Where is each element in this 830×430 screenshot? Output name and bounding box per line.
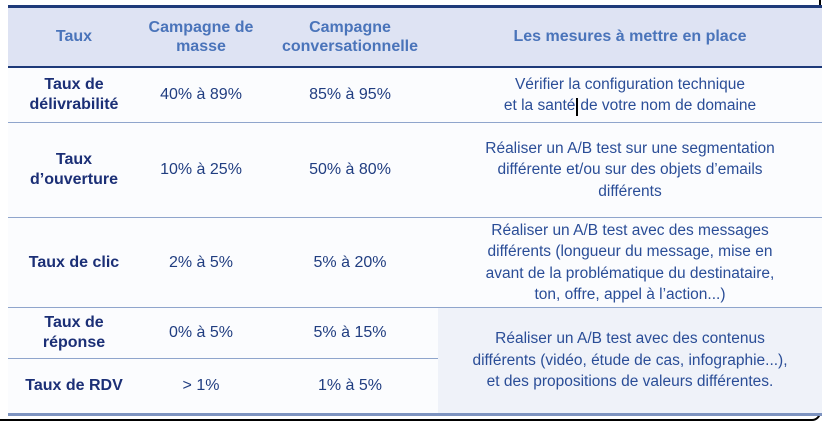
mesure-line: Réaliser un A/B test avec des messages: [491, 222, 769, 239]
mesure-line-with-caret: et la santé de votre nom de domaine: [504, 95, 756, 116]
mesure-line: différents (vidéo, étude de cas, infogra…: [472, 351, 788, 369]
mesure-line: ton, offre, appel à l’action...): [534, 286, 726, 304]
row-label: Taux de délivrabilité: [29, 76, 119, 113]
mesure-line: différents (longueur du message, mise en: [487, 243, 773, 261]
table-row-clic: Taux de clic 2% à 5% 5% à 20% Réaliser u…: [8, 218, 822, 308]
row-label: Taux de réponse: [8, 308, 140, 359]
conversationnelle-value: 1% à 5%: [317, 377, 383, 394]
mesure-text-before-caret: et la santé: [503, 97, 576, 114]
conversationnelle-value: 50% à 80%: [309, 161, 391, 178]
masse-value: 2% à 5%: [168, 253, 234, 271]
merged-mesure-cell: Réaliser un A/B test avec des contenus d…: [438, 308, 822, 413]
mesure-line: et des propositions de valeurs différent…: [486, 373, 774, 391]
masse-value: 0% à 5%: [140, 308, 262, 359]
mesure-line: différents: [598, 182, 662, 200]
mesure-cell: Réaliser un A/B test sur une segmentatio…: [438, 123, 822, 217]
table-rows-reponse-rdv: Taux de réponse 0% à 5% 5% à 15% Réalise…: [8, 308, 822, 416]
mesure-line: avant de la problématique du destinatair…: [485, 264, 775, 282]
conversationnelle-value: 85% à 95%: [309, 86, 391, 103]
header-cell-mesures: Les mesures à mettre en place: [513, 28, 747, 46]
mesure-line: différente et/ou sur des objets d’emails: [497, 161, 763, 179]
mesure-line: Réaliser un A/B test avec des contenus: [495, 330, 765, 348]
table-row-ouverture: Taux d’ouverture 10% à 25% 50% à 80% Réa…: [8, 123, 822, 218]
masse-value: 10% à 25%: [160, 161, 242, 178]
mesure-text-after-caret: de votre nom de domaine: [580, 97, 757, 114]
row-label: Taux d’ouverture: [29, 151, 118, 188]
header-cell-campagne-masse: Campagne de masse: [148, 18, 254, 55]
table-header-row: Taux Campagne de masse Campagne conversa…: [8, 5, 822, 68]
header-cell-taux: Taux: [55, 28, 93, 46]
mesure-cell: Réaliser un A/B test avec des messages d…: [438, 218, 822, 308]
mesure-line: Réaliser un A/B test sur une segmentatio…: [485, 139, 775, 157]
conversationnelle-value: 5% à 20%: [313, 253, 387, 271]
row-label: Taux de clic: [28, 253, 120, 271]
metrics-table: Taux Campagne de masse Campagne conversa…: [8, 5, 822, 416]
mesure-line: Vérifier la configuration technique: [514, 75, 746, 93]
row-label: Taux de RDV: [25, 377, 123, 394]
mesure-cell: Vérifier la configuration technique et l…: [438, 68, 822, 122]
conversationnelle-value: 5% à 15%: [262, 308, 438, 359]
text-caret[interactable]: [576, 98, 579, 116]
header-cell-campagne-conversationnelle: Campagne conversationnelle: [281, 18, 419, 55]
masse-value: > 1%: [182, 377, 220, 394]
table-row-delivrabilite: Taux de délivrabilité 40% à 89% 85% à 95…: [8, 68, 822, 123]
masse-value: 40% à 89%: [160, 86, 242, 103]
